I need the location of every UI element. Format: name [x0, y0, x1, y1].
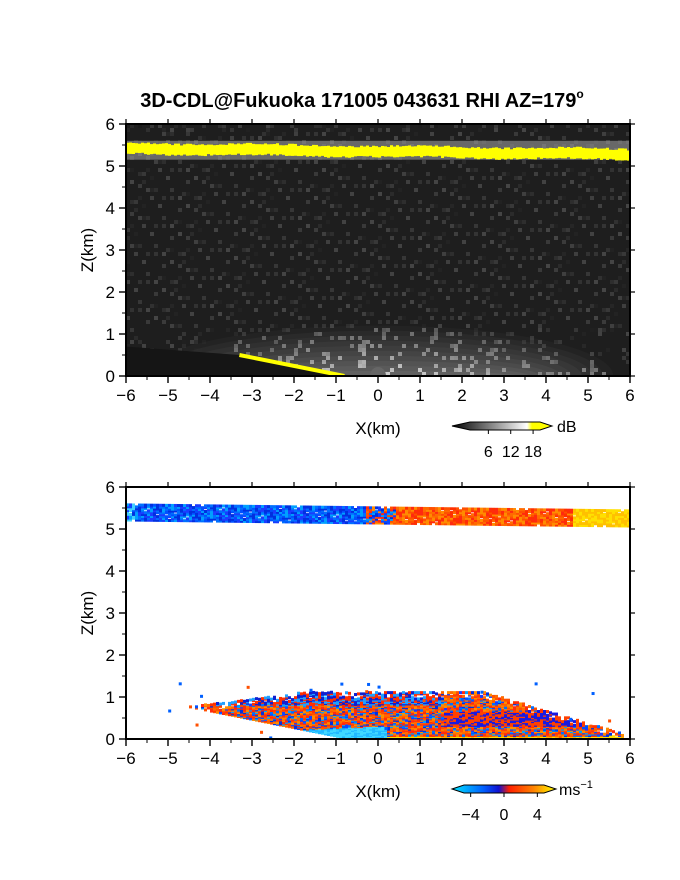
x-tick-label: 2 — [457, 386, 466, 405]
reflectivity-axes: −6 −5 −4 −3 −2 −1 0 1 2 3 4 5 6 0 1 2 3 4 5 6 — [106, 115, 635, 405]
x-tick-label: 4 — [541, 386, 550, 405]
y-tick-label: 0 — [106, 367, 115, 386]
ground-echo — [239, 353, 345, 376]
x-tick-label: 2 — [457, 749, 466, 768]
x-tick-label: −4 — [200, 749, 219, 768]
velocity-panel: −6 −5 −4 −3 −2 −1 0 1 2 3 4 5 6 0 1 2 3 4 5 6 X(km) Z(km) −… — [78, 478, 635, 824]
x-tick-label: −5 — [158, 386, 177, 405]
x-tick-label: −2 — [284, 749, 303, 768]
y-tick-label: 1 — [106, 325, 115, 344]
velocity-colorbar-unit: ms−1 — [559, 779, 593, 799]
reflectivity-colorbar: 6 12 18 dB — [451, 419, 577, 461]
x-tick-label: 3 — [499, 749, 508, 768]
chart-title: 3D-CDL@Fukuoka 171005 043631 RHI AZ=179o — [140, 87, 584, 112]
y-tick-label: 5 — [106, 157, 115, 176]
x-tick-label: −3 — [242, 749, 261, 768]
y-tick-label: 4 — [106, 199, 115, 218]
x-tick-label: 0 — [373, 386, 382, 405]
y-tick-label: 4 — [106, 562, 115, 581]
colorbar-tick-label: 0 — [500, 807, 509, 824]
y-tick-label: 5 — [106, 520, 115, 539]
y-tick-label: 2 — [106, 646, 115, 665]
reflectivity-colorbar-unit: dB — [557, 419, 577, 436]
reflectivity-colorbar-bar — [451, 421, 554, 431]
velocity-xlabel: X(km) — [355, 782, 400, 801]
reflectivity-colorbar-ticks: 6 12 18 — [484, 430, 542, 461]
lidar-site — [370, 367, 386, 376]
y-tick-label: 0 — [106, 730, 115, 749]
x-tick-label: 3 — [499, 386, 508, 405]
x-tick-label: 5 — [583, 386, 592, 405]
cloud-layer-echo — [126, 140, 630, 161]
colorbar-tick-label: −4 — [462, 807, 480, 824]
velocity-echo — [126, 503, 630, 739]
x-tick-label: 1 — [415, 386, 424, 405]
x-tick-label: −2 — [284, 386, 303, 405]
x-tick-label: 1 — [415, 749, 424, 768]
x-tick-label: −4 — [200, 386, 219, 405]
chart-title-degree: o — [576, 87, 583, 101]
y-tick-label: 3 — [106, 604, 115, 623]
x-tick-label: 6 — [625, 749, 634, 768]
x-tick-label: −6 — [116, 749, 135, 768]
velocity-colorbar-unit-exp: −1 — [580, 779, 593, 791]
y-tick-label: 2 — [106, 283, 115, 302]
y-tick-label: 6 — [106, 478, 115, 497]
x-tick-label: −1 — [326, 749, 345, 768]
colorbar-tick-label: 18 — [524, 444, 542, 461]
x-tick-label: 5 — [583, 749, 592, 768]
colorbar-tick-label: 6 — [484, 444, 493, 461]
y-tick-label: 3 — [106, 241, 115, 260]
colorbar-tick-label: 4 — [533, 807, 542, 824]
velocity-plot-area — [126, 503, 630, 739]
y-tick-label: 6 — [106, 115, 115, 134]
reflectivity-plot-area — [126, 124, 630, 376]
y-tick-label: 1 — [106, 688, 115, 707]
x-tick-label: 0 — [373, 749, 382, 768]
ground-shadow — [126, 346, 345, 376]
reflectivity-xlabel: X(km) — [355, 419, 400, 438]
x-tick-label: −6 — [116, 386, 135, 405]
velocity-colorbar-unit-base: ms — [559, 782, 580, 799]
colorbar-tick-label: 12 — [502, 444, 520, 461]
velocity-colorbar-ticks: −4 0 4 — [462, 793, 542, 824]
velocity-colorbar-bar — [450, 784, 558, 794]
x-tick-label: 6 — [625, 386, 634, 405]
chart-title-text: 3D-CDL@Fukuoka 171005 043631 RHI AZ=179 — [140, 90, 576, 112]
x-tick-label: 4 — [541, 749, 550, 768]
velocity-colorbar: −4 0 4 ms−1 — [450, 779, 593, 824]
reflectivity-ylabel: Z(km) — [78, 228, 97, 272]
velocity-axes: −6 −5 −4 −3 −2 −1 0 1 2 3 4 5 6 0 1 2 3 4 5 6 — [106, 478, 635, 768]
x-tick-label: −5 — [158, 749, 177, 768]
velocity-ylabel: Z(km) — [78, 591, 97, 635]
x-tick-label: −3 — [242, 386, 261, 405]
x-tick-label: −1 — [326, 386, 345, 405]
